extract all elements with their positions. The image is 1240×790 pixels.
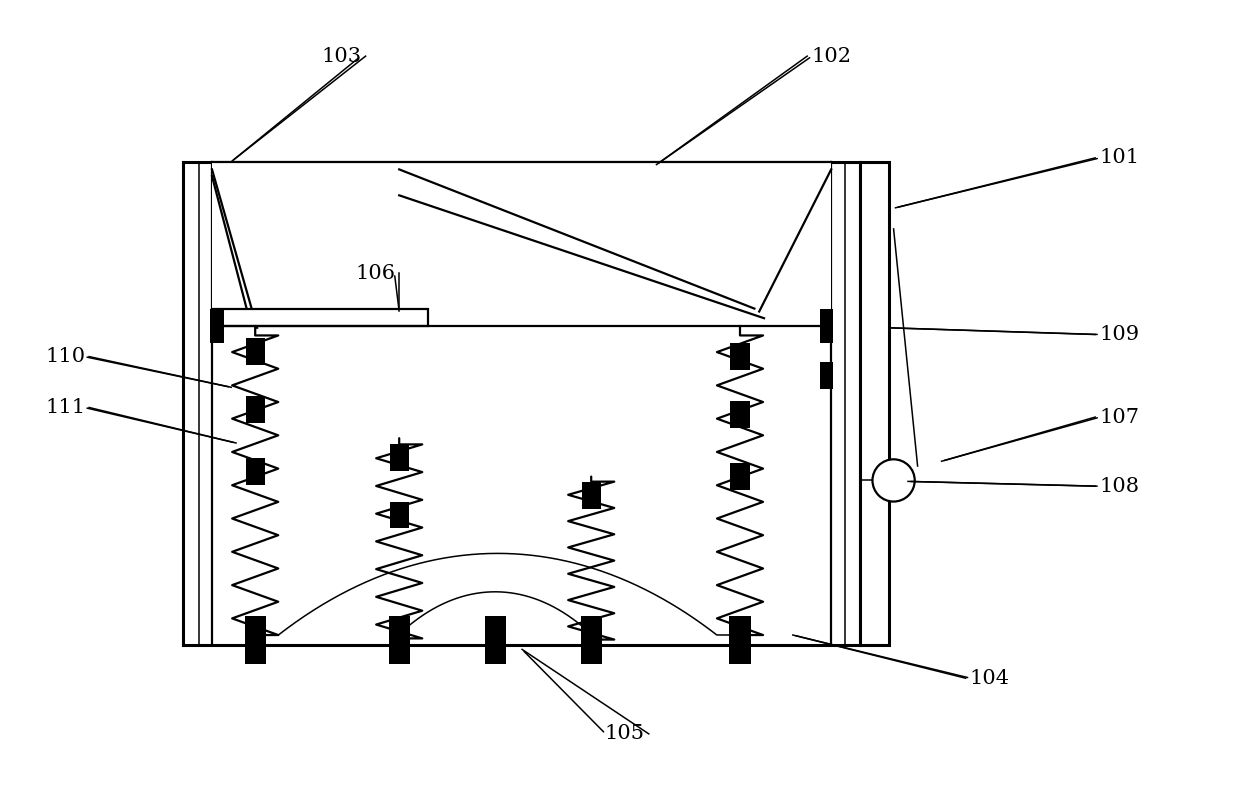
Text: 108: 108 [1099,476,1140,495]
Bar [246,338,265,365]
Text: 104: 104 [970,668,1009,688]
Bar [820,309,833,343]
Bar [212,162,831,314]
Bar [820,363,833,389]
Bar [210,309,223,343]
Text: 102: 102 [811,47,851,66]
Text: 101: 101 [1099,149,1140,167]
Bar [246,458,265,485]
Bar [580,615,601,664]
Bar [730,401,750,427]
Bar [388,615,409,664]
Bar [485,615,506,664]
Text: 106: 106 [355,264,396,283]
Text: 110: 110 [45,347,86,366]
Bar [389,502,409,529]
Bar [861,162,889,645]
Text: 107: 107 [1099,408,1140,427]
Circle shape [873,459,915,502]
Bar [389,444,409,471]
Text: 111: 111 [45,398,86,417]
Bar [730,463,750,490]
Bar [246,396,265,423]
Bar [212,309,428,326]
Text: 103: 103 [321,47,362,66]
Bar [244,615,265,664]
Text: 105: 105 [605,724,645,743]
Bar [582,483,601,510]
Bar [729,615,750,664]
Bar [730,343,750,370]
Text: 109: 109 [1099,325,1140,344]
